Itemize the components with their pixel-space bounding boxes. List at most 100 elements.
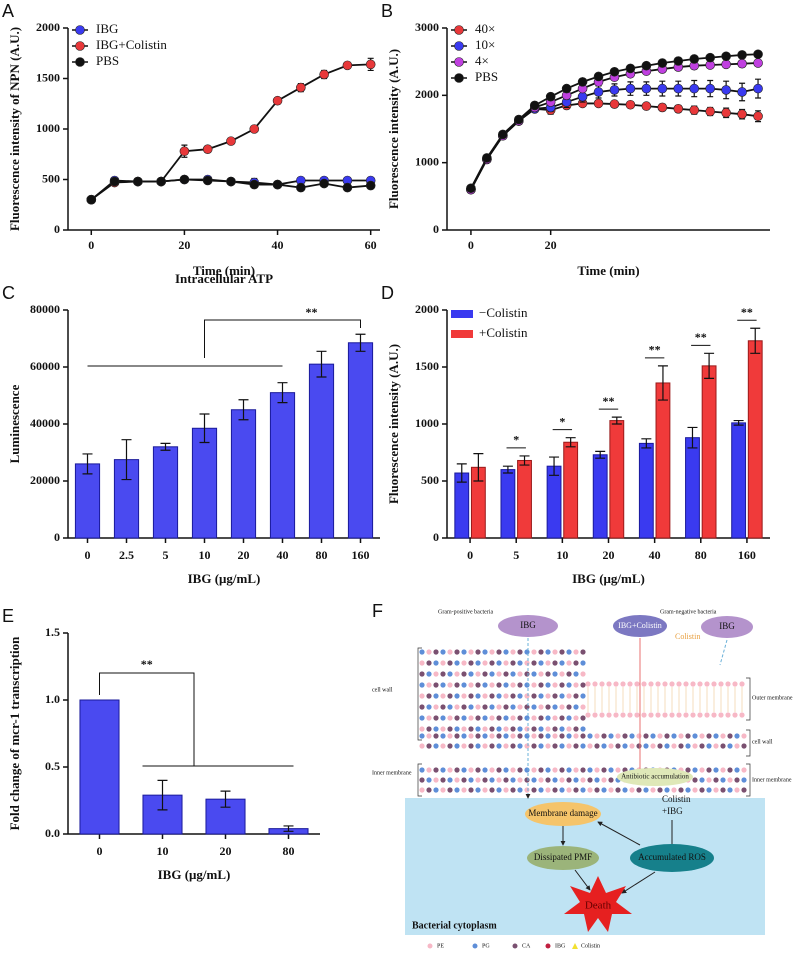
chart-title: Intracellular ATP [175,271,273,286]
x-tick-label: 10 [199,548,211,562]
point [272,179,283,190]
membrane-bead [573,767,579,773]
wall-bead [678,743,684,749]
wall-bead [559,660,565,666]
x-axis-label: Time (min) [193,263,255,278]
wall-bead [496,671,502,677]
wall-bead [426,743,432,749]
point [753,58,763,68]
wall-bead [426,649,432,655]
bar [592,454,608,539]
x-tick-label: 0 [467,548,473,562]
wall-bead [636,743,642,749]
point [498,129,508,140]
membrane-bead [573,777,579,783]
wall-bead [440,715,446,721]
wall-bead [545,743,551,749]
legend-label: CA [522,943,531,949]
membrane-bead [531,767,537,773]
wall-bead [545,733,551,739]
lipid-head [648,712,654,718]
wall-bead [608,733,614,739]
y-tick-label: 0 [433,530,439,544]
point [657,58,668,68]
y-tick-label: 1.0 [45,692,60,706]
lipid-head [655,681,661,687]
wall-bead [622,733,628,739]
wall-bead [552,743,558,749]
wall-bead [524,682,530,688]
wall-bead [524,704,530,710]
wall-bead [524,733,530,739]
membrane-bead [440,767,446,773]
ibg-colistin-label: IBG+Colistin [618,621,662,630]
y-tick-label: 3000 [415,20,439,34]
y-tick-label: 0.0 [45,826,60,840]
point [673,56,684,66]
error-bar [199,413,210,444]
wall-bead [510,671,516,677]
wall-bead [503,733,509,739]
membrane-bead [566,767,572,773]
series-line [470,102,759,191]
wall-bead [517,715,523,721]
membrane-bead [594,777,600,783]
bar [269,392,296,539]
wall-bead [720,743,726,749]
legend-label: −Colistin [479,305,528,320]
membrane-bead [601,777,607,783]
wall-bead [573,715,579,721]
x-tick-label: 80 [316,548,328,562]
wall-bead [601,733,607,739]
error-bar [704,352,715,379]
point [625,83,636,94]
membrane-bead [685,787,691,793]
wall-bead [461,733,467,739]
membrane-bead [489,767,495,773]
wall-bead [629,743,635,749]
legend-label: IBG [555,943,566,949]
wall-bead [573,682,579,688]
y-tick-label: 0.5 [45,759,60,773]
membrane-bead [475,767,481,773]
membrane-bead [608,787,614,793]
membrane-bead [706,767,712,773]
y-axis-label: Fluorescence intensity (A.U.) [386,49,401,209]
x-tick-label: 10 [556,548,568,562]
membrane-bead [587,767,593,773]
lipid-head [725,681,731,687]
lipid-head [655,712,661,718]
wall-bead [664,743,670,749]
wall-bead [426,704,432,710]
wall-bead [552,704,558,710]
wall-bead [566,733,572,739]
error-bar [733,419,744,426]
point [689,83,700,94]
wall-bead [699,743,705,749]
wall-bead [468,693,474,699]
error-bar [641,438,652,449]
lipid-head [739,712,745,718]
wall-bead [503,660,509,666]
wall-bead [643,733,649,739]
membrane-bead [482,787,488,793]
x-axis-label: Time (min) [577,263,639,278]
membrane-bead [524,767,530,773]
wall-bead [699,733,705,739]
wall-bead [510,715,516,721]
wall-bead [503,693,509,699]
membrane-bead [643,787,649,793]
membrane-bead [671,787,677,793]
wall-bead [517,671,523,677]
bar [701,365,717,539]
wall-bead [440,733,446,739]
lipid-head [606,712,612,718]
wall-bead [524,726,530,732]
wall-bead [482,733,488,739]
point [202,144,213,154]
membrane-bead [510,767,516,773]
wall-bead [538,660,544,666]
y-tick-label: 1500 [36,70,60,84]
bar [230,409,257,539]
membrane-bead [734,767,740,773]
